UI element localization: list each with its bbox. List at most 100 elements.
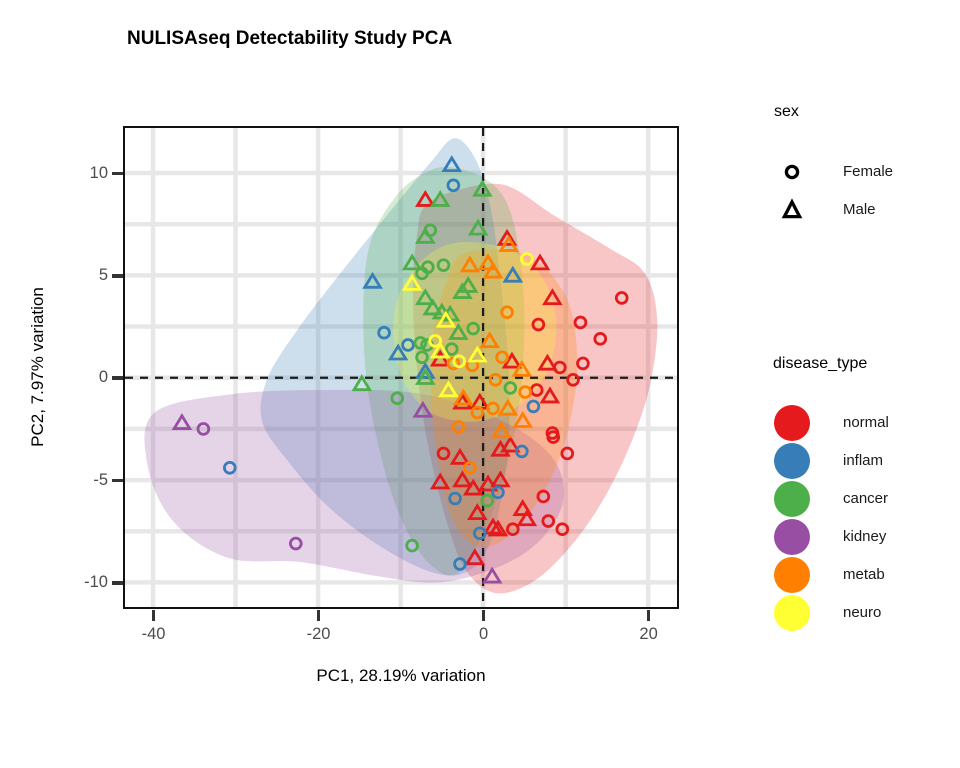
point-cancer-male: [422, 298, 444, 316]
legend-sex-label: Male: [843, 200, 876, 218]
point-normal-female: [614, 291, 629, 305]
disease-swatch-metab: [774, 557, 810, 593]
point-inflam-male: [415, 361, 436, 379]
point-cancer-male: [471, 179, 493, 197]
male-triangle-icon: [781, 197, 803, 218]
point-normal-male: [529, 253, 551, 271]
point-kidney-female: [288, 536, 303, 551]
point-normal-male: [496, 228, 518, 246]
legend-disease-label: neuro: [843, 604, 882, 621]
point-normal-male: [516, 509, 538, 527]
point-inflam-female: [446, 178, 461, 193]
point-normal-male: [539, 386, 561, 404]
point-inflam-male: [441, 155, 463, 173]
x-tick-label: -40: [141, 625, 166, 643]
legend-disease-type-title: disease_type: [773, 355, 868, 372]
x-tick-mark: [481, 610, 486, 621]
chart-title: NULISAseq Detectability Study PCA: [127, 28, 453, 49]
point-cancer-female: [480, 493, 495, 508]
point-cancer-female: [415, 266, 429, 281]
point-kidney-male: [412, 400, 434, 418]
point-metab-male: [459, 255, 481, 273]
point-inflam-female: [401, 338, 415, 352]
point-neuro-male: [467, 345, 488, 363]
y-tick-label: -5: [93, 470, 108, 489]
point-neuro-male: [438, 380, 459, 398]
disease-swatch-kidney: [774, 519, 810, 555]
y-tick-mark: [112, 376, 123, 380]
pca-scatter-plot: [125, 128, 677, 607]
point-inflam-female: [222, 461, 237, 475]
point-cancer-female: [444, 342, 459, 356]
point-inflam-male: [362, 271, 383, 289]
point-metab-female: [486, 401, 500, 416]
point-cancer-female: [415, 350, 429, 365]
point-metab-male: [477, 253, 499, 271]
point-cancer-male: [415, 368, 436, 385]
y-tick-mark: [112, 171, 123, 176]
point-metab-female: [463, 461, 477, 475]
hull-inflam: [260, 138, 510, 576]
point-metab-male: [512, 411, 533, 428]
point-metab-female: [500, 305, 514, 320]
point-normal-female: [555, 522, 570, 537]
legend-sex-label: Female: [843, 163, 894, 180]
point-inflam-female: [448, 491, 462, 506]
point-inflam-female: [453, 557, 467, 571]
y-tick-mark: [112, 274, 123, 278]
point-cancer-female: [436, 258, 451, 272]
hull-kidney: [144, 389, 564, 583]
point-metab-female: [451, 420, 466, 434]
point-normal-male: [542, 288, 563, 306]
point-cancer-male: [351, 374, 373, 392]
point-neuro-female: [428, 334, 443, 348]
y-tick-label: 0: [98, 368, 108, 387]
legend-sex-title: sex: [774, 103, 799, 120]
y-tick-label: 5: [98, 265, 108, 284]
point-normal-male: [452, 470, 473, 488]
point-neuro-male: [401, 273, 423, 291]
point-normal-female: [531, 317, 546, 332]
point-normal-female: [506, 522, 520, 537]
point-normal-male: [467, 503, 488, 521]
y-axis-title: PC2, 7.97% variation: [28, 287, 47, 447]
point-normal-male: [464, 548, 486, 566]
point-normal-male: [537, 353, 558, 371]
legend-disease-label: metab: [843, 566, 885, 583]
point-inflam-female: [472, 526, 487, 541]
point-inflam-female: [491, 485, 505, 500]
point-normal-male: [512, 499, 533, 516]
point-metab-male: [453, 388, 474, 406]
y-tick-label: -10: [84, 572, 108, 591]
x-axis-title: PC1, 28.19% variation: [316, 666, 486, 685]
point-normal-female: [536, 489, 551, 504]
point-cancer-male: [457, 275, 479, 293]
legend-disease-label: cancer: [843, 490, 889, 507]
point-cancer-male: [415, 288, 436, 306]
point-inflam-male: [387, 343, 409, 361]
y-tick-mark: [112, 581, 123, 585]
point-inflam-female: [515, 444, 529, 459]
x-tick-label: -20: [306, 625, 331, 643]
point-metab-female: [470, 405, 485, 420]
x-tick-mark: [316, 610, 321, 621]
point-metab-male: [511, 359, 533, 377]
point-neuro-female: [452, 354, 466, 369]
x-tick-mark: [151, 610, 156, 621]
point-cancer-male: [467, 218, 489, 236]
point-cancer-male: [429, 189, 451, 207]
disease-swatch-inflam: [774, 443, 810, 479]
point-metab-male: [482, 261, 504, 279]
point-normal-male: [500, 435, 521, 453]
point-normal-female: [545, 426, 560, 440]
point-inflam-male: [502, 265, 524, 283]
point-normal-male: [462, 478, 484, 496]
point-cancer-male: [415, 226, 436, 244]
point-normal-male: [449, 447, 471, 465]
point-normal-male: [490, 439, 511, 457]
female-circle-icon: [784, 164, 800, 180]
point-metab-female: [518, 385, 532, 399]
x-tick-label: 20: [639, 625, 658, 643]
point-metab-male: [490, 421, 512, 439]
